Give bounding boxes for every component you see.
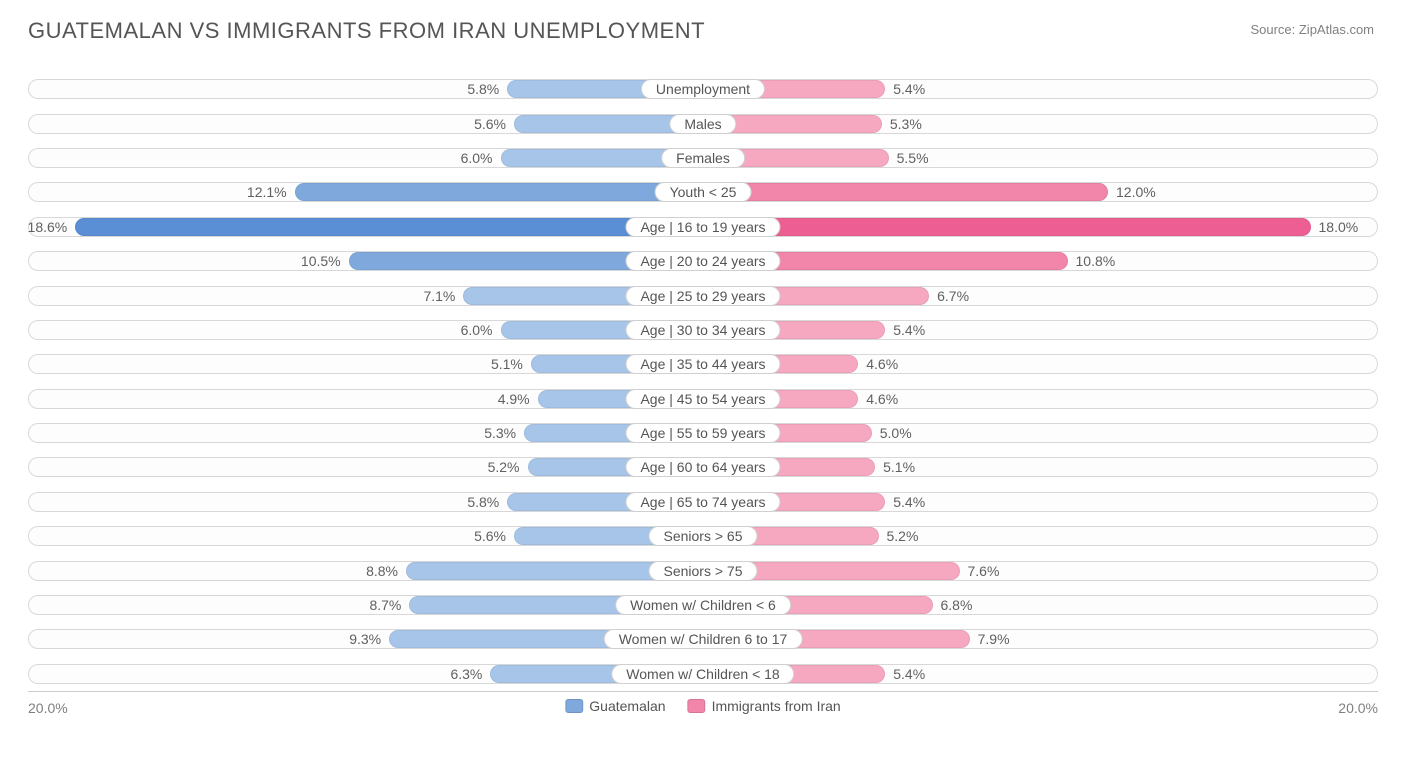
row-label: Age | 45 to 54 years bbox=[625, 389, 780, 409]
value-left: 5.6% bbox=[474, 528, 506, 544]
row-label: Females bbox=[661, 148, 745, 168]
legend-label-left: Guatemalan bbox=[589, 698, 665, 714]
chart-row: 4.9% 4.6% Age | 45 to 54 years bbox=[28, 382, 1378, 416]
chart-row: 5.3% 5.0% Age | 55 to 59 years bbox=[28, 416, 1378, 450]
diverging-bar-chart: 5.8% 5.4% Unemployment 5.6% 5.3% Males 6.0% 5.5… bbox=[28, 72, 1378, 692]
value-left: 7.1% bbox=[423, 288, 455, 304]
value-right: 4.6% bbox=[866, 391, 898, 407]
value-left: 10.5% bbox=[301, 253, 341, 269]
legend: Guatemalan Immigrants from Iran bbox=[565, 698, 840, 714]
bar-left bbox=[75, 218, 703, 236]
value-right: 6.8% bbox=[941, 597, 973, 613]
row-label: Unemployment bbox=[641, 79, 765, 99]
value-right: 5.4% bbox=[893, 81, 925, 97]
row-label: Seniors > 75 bbox=[649, 561, 758, 581]
value-right: 5.5% bbox=[897, 150, 929, 166]
legend-swatch-right bbox=[688, 699, 706, 713]
row-label: Males bbox=[669, 114, 736, 134]
chart-container: GUATEMALAN VS IMMIGRANTS FROM IRAN UNEMP… bbox=[0, 0, 1406, 757]
value-right: 5.4% bbox=[893, 322, 925, 338]
value-right: 6.7% bbox=[937, 288, 969, 304]
chart-row: 6.3% 5.4% Women w/ Children < 18 bbox=[28, 657, 1378, 691]
chart-row: 5.8% 5.4% Unemployment bbox=[28, 72, 1378, 106]
value-left: 8.7% bbox=[369, 597, 401, 613]
source-attribution: Source: ZipAtlas.com bbox=[1250, 22, 1374, 37]
value-left: 8.8% bbox=[366, 563, 398, 579]
value-right: 5.3% bbox=[890, 116, 922, 132]
bar-left bbox=[295, 183, 703, 201]
value-right: 5.4% bbox=[893, 666, 925, 682]
chart-row: 8.8% 7.6% Seniors > 75 bbox=[28, 553, 1378, 587]
axis-left-max: 20.0% bbox=[28, 700, 68, 716]
bar-right bbox=[703, 218, 1311, 236]
value-right: 18.0% bbox=[1319, 219, 1359, 235]
row-label: Age | 65 to 74 years bbox=[625, 492, 780, 512]
chart-row: 5.2% 5.1% Age | 60 to 64 years bbox=[28, 450, 1378, 484]
value-right: 4.6% bbox=[866, 356, 898, 372]
chart-row: 18.6% 18.0% Age | 16 to 19 years bbox=[28, 210, 1378, 244]
legend-item-right: Immigrants from Iran bbox=[688, 698, 841, 714]
value-left: 5.8% bbox=[467, 81, 499, 97]
value-left: 6.0% bbox=[461, 150, 493, 166]
chart-row: 5.6% 5.2% Seniors > 65 bbox=[28, 519, 1378, 553]
chart-row: 5.8% 5.4% Age | 65 to 74 years bbox=[28, 485, 1378, 519]
row-label: Age | 30 to 34 years bbox=[625, 320, 780, 340]
row-label: Age | 35 to 44 years bbox=[625, 354, 780, 374]
axis-right-max: 20.0% bbox=[1338, 700, 1378, 716]
value-right: 10.8% bbox=[1076, 253, 1116, 269]
value-left: 5.1% bbox=[491, 356, 523, 372]
row-label: Women w/ Children 6 to 17 bbox=[604, 629, 803, 649]
chart-axis: 20.0% 20.0% Guatemalan Immigrants from I… bbox=[28, 692, 1378, 728]
chart-row: 7.1% 6.7% Age | 25 to 29 years bbox=[28, 278, 1378, 312]
row-label: Women w/ Children < 6 bbox=[615, 595, 791, 615]
value-left: 5.8% bbox=[467, 494, 499, 510]
row-label: Women w/ Children < 18 bbox=[611, 664, 794, 684]
row-label: Age | 60 to 64 years bbox=[625, 457, 780, 477]
row-label: Seniors > 65 bbox=[649, 526, 758, 546]
value-right: 5.1% bbox=[883, 459, 915, 475]
chart-row: 6.0% 5.5% Females bbox=[28, 141, 1378, 175]
value-right: 5.0% bbox=[880, 425, 912, 441]
value-left: 4.9% bbox=[498, 391, 530, 407]
value-right: 7.9% bbox=[978, 631, 1010, 647]
chart-title: GUATEMALAN VS IMMIGRANTS FROM IRAN UNEMP… bbox=[28, 18, 1378, 44]
value-left: 12.1% bbox=[247, 184, 287, 200]
value-left: 6.3% bbox=[450, 666, 482, 682]
row-label: Age | 20 to 24 years bbox=[625, 251, 780, 271]
value-right: 7.6% bbox=[968, 563, 1000, 579]
chart-row: 10.5% 10.8% Age | 20 to 24 years bbox=[28, 244, 1378, 278]
value-right: 5.4% bbox=[893, 494, 925, 510]
row-label: Youth < 25 bbox=[655, 182, 752, 202]
value-right: 5.2% bbox=[887, 528, 919, 544]
value-left: 9.3% bbox=[349, 631, 381, 647]
chart-row: 9.3% 7.9% Women w/ Children 6 to 17 bbox=[28, 622, 1378, 656]
legend-item-left: Guatemalan bbox=[565, 698, 665, 714]
value-right: 12.0% bbox=[1116, 184, 1156, 200]
chart-row: 8.7% 6.8% Women w/ Children < 6 bbox=[28, 588, 1378, 622]
legend-label-right: Immigrants from Iran bbox=[712, 698, 841, 714]
row-label: Age | 16 to 19 years bbox=[625, 217, 780, 237]
value-left: 6.0% bbox=[461, 322, 493, 338]
row-label: Age | 25 to 29 years bbox=[625, 286, 780, 306]
value-left: 5.3% bbox=[484, 425, 516, 441]
legend-swatch-left bbox=[565, 699, 583, 713]
chart-row: 12.1% 12.0% Youth < 25 bbox=[28, 175, 1378, 209]
chart-row: 5.6% 5.3% Males bbox=[28, 106, 1378, 140]
value-left: 5.6% bbox=[474, 116, 506, 132]
chart-row: 6.0% 5.4% Age | 30 to 34 years bbox=[28, 313, 1378, 347]
chart-row: 5.1% 4.6% Age | 35 to 44 years bbox=[28, 347, 1378, 381]
value-left: 18.6% bbox=[28, 219, 68, 235]
bar-right bbox=[703, 183, 1108, 201]
value-left: 5.2% bbox=[488, 459, 520, 475]
row-label: Age | 55 to 59 years bbox=[625, 423, 780, 443]
